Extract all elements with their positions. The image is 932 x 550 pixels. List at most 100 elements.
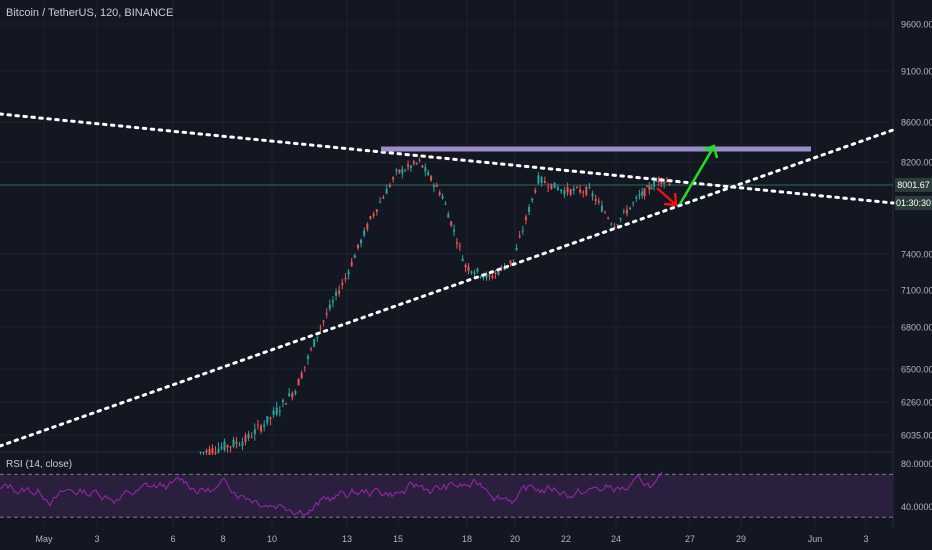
candle-body [625,209,628,214]
candle-body [461,258,464,262]
candle-body [350,261,353,266]
time-tick-label: 6 [170,534,175,544]
candle-body [269,417,272,419]
price-tick-label: 6260.00 [901,398,932,408]
candle-body [582,191,585,193]
time-axis[interactable]: May 3 6 8 10 13 15 18 20 22 24 27 29 Jun 3 [35,534,868,544]
candle-body [263,424,266,427]
price-tick-label: 6500.00 [901,365,932,375]
time-tick-label: 3 [94,534,99,544]
candle-body [232,439,235,447]
candle-body [547,186,550,188]
candle-body [297,379,300,386]
candle-body [455,242,458,244]
candle-body [363,230,366,236]
price-axis[interactable]: 9600.00 9100.00 8600.00 8200.00 7400.00 7100.… [901,20,932,441]
price-tick-label: 9600.00 [901,20,932,30]
drawings-layer [0,112,895,448]
candle-body [663,182,666,184]
time-tick-label: 29 [736,534,746,544]
time-tick-label: 24 [611,534,621,544]
candle-body [421,165,424,168]
candle-body [294,391,297,394]
time-tick-label: 15 [393,534,403,544]
candle-body [638,194,641,196]
price-tick-label: 6035.00 [901,431,932,441]
candle-body [476,268,479,272]
candle-body [310,348,313,350]
candle-body [398,169,401,173]
candle-body [404,170,407,172]
chart-grid [0,0,894,528]
time-tick-label: 27 [685,534,695,544]
candle-body [278,410,281,413]
candle-body [528,207,531,213]
candle-body [235,441,238,444]
candle-body [208,448,211,455]
candle-body [202,451,205,453]
candle-body [341,282,344,285]
candle-body [563,190,566,195]
candle-body [610,223,613,225]
candle-body [607,217,610,219]
candle-body [447,213,450,218]
candle-body [328,304,331,309]
candle-body [223,441,226,451]
candle-body [281,399,284,402]
rsi-pane [0,471,893,518]
candle-body [306,356,309,359]
candle-body [497,271,500,275]
upper-trendline [0,112,895,205]
candle-body [392,177,395,180]
candle-body [313,339,316,347]
candle-body [643,188,646,197]
candle-body [260,425,263,432]
candle-body [543,181,546,183]
candle-body [438,192,441,195]
lower-trendline [0,128,895,448]
time-tick-label: 3 [863,534,868,544]
price-tick-label: 9100.00 [901,67,932,77]
candle-body [285,403,288,405]
rsi-indicator-title[interactable]: RSI (14, close) [6,459,73,470]
candle-body [470,271,473,274]
candle-body [518,235,521,238]
candle-body [407,164,410,167]
candle-body [331,300,334,303]
candle-body [226,445,229,448]
candle-body [665,180,668,182]
candle-body [616,224,619,226]
candle-body [250,437,253,439]
symbol-title[interactable]: Bitcoin / TetherUS, 120, BINANCE [6,7,174,19]
time-tick-label: Jun [808,534,823,544]
candle-body [241,442,244,446]
candle-body [566,187,569,193]
candle-body [217,448,220,453]
candle-body [347,271,350,275]
candle-body [453,229,456,232]
candle-body [632,202,635,204]
time-tick-label: 13 [342,534,352,544]
candle-body [214,452,217,454]
candle-body [409,165,412,169]
candle-body [372,213,375,216]
candle-body [613,226,616,229]
down-arrow-shaft [656,187,676,205]
candle-body [540,177,543,183]
candle-body [668,183,671,186]
rsi-level-label: 40.0000 [901,502,932,512]
candle-body [604,212,607,214]
candle-body [524,216,527,221]
candle-body [388,184,391,187]
candle-body [418,159,421,161]
last-price-label: 8001.67 [895,178,932,192]
rsi-line [0,471,663,517]
candle-body [385,188,388,194]
candle-body [253,429,256,435]
candle-body [537,175,540,184]
candle-body [303,366,306,368]
candle-body [553,182,556,189]
candle-body [430,176,433,181]
candle-body [382,197,385,199]
